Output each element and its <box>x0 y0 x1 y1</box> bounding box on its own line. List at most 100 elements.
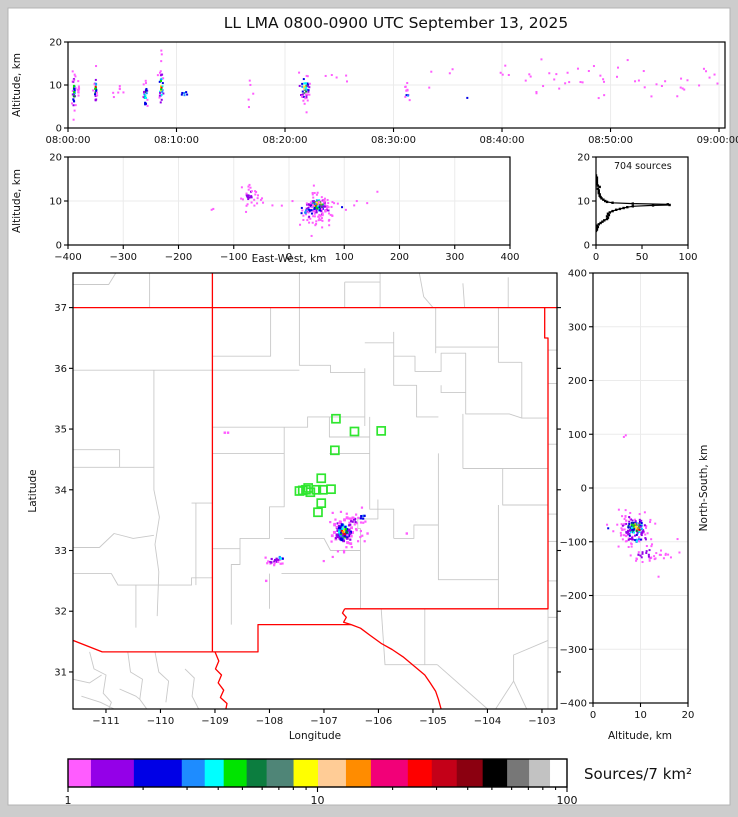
ew-source-point <box>241 198 244 201</box>
map-source-point <box>345 517 348 520</box>
county-boundary <box>502 468 548 506</box>
time-source-point <box>428 86 431 89</box>
map-source-point <box>279 557 282 560</box>
ew-source-point <box>328 224 331 227</box>
ew-source-point <box>321 212 324 215</box>
ns-ytick-label: 200 <box>568 376 587 387</box>
ns-source-point <box>635 559 638 562</box>
time-source-point <box>72 80 75 83</box>
map-xtick-label: −106 <box>365 716 392 727</box>
time-source-point <box>679 86 682 89</box>
map-source-point <box>330 540 333 543</box>
colorbar-tick-label: 1 <box>65 794 72 807</box>
ew-source-point <box>302 214 305 217</box>
ns-source-point <box>654 557 657 560</box>
ns-source-point <box>626 529 629 532</box>
ns-source-point <box>678 551 681 554</box>
ew-source-point <box>253 198 256 201</box>
ns-source-point <box>645 525 648 528</box>
hist-altitude-profile <box>596 175 670 232</box>
time-source-point <box>143 93 146 96</box>
time-xtick-label: 08:00:00 <box>46 135 91 146</box>
time-source-point <box>568 81 571 84</box>
map-source-point <box>334 518 337 521</box>
time-source-point <box>183 92 186 95</box>
ns-panel-ylabel: North-South, km <box>698 445 710 532</box>
ew-source-point <box>314 203 317 206</box>
ns-xtick-label: 10 <box>634 710 647 721</box>
map-source-point <box>359 517 362 520</box>
ew-source-point <box>317 201 320 204</box>
county-boundary <box>462 283 466 308</box>
ns-source-point <box>664 553 667 556</box>
map-panel-frame <box>72 272 558 710</box>
time-source-point <box>406 94 409 97</box>
ew-source-point <box>257 194 260 197</box>
county-boundary <box>89 651 112 709</box>
time-source-point <box>405 89 408 92</box>
time-source-point <box>698 84 701 87</box>
time-source-point <box>73 100 76 103</box>
ns-source-point <box>622 435 625 438</box>
ew-source-point <box>291 200 294 203</box>
ns-source-point <box>628 529 631 532</box>
time-source-point <box>112 91 115 94</box>
ew-source-point <box>313 212 316 215</box>
time-xtick-label: 08:30:00 <box>371 135 416 146</box>
time-source-point <box>643 86 646 89</box>
county-boundary <box>230 548 241 625</box>
time-source-point <box>159 90 162 93</box>
time-source-point <box>499 71 502 74</box>
ew-source-point <box>316 191 319 194</box>
ns-source-point <box>641 531 644 534</box>
ns-source-point <box>628 534 631 537</box>
ew-source-point <box>327 212 330 215</box>
time-source-point <box>430 70 433 73</box>
county-boundary <box>465 392 548 419</box>
ew-source-point <box>311 206 314 209</box>
ns-source-point <box>621 524 624 527</box>
ew-source-point <box>316 203 319 206</box>
county-boundary <box>369 416 395 539</box>
ns-source-point <box>624 540 627 543</box>
time-source-point <box>158 94 161 97</box>
map-source-point <box>335 534 339 537</box>
ew-source-point <box>315 204 318 207</box>
ew-source-point <box>310 205 313 208</box>
time-panel-ylabel: Altitude, km <box>11 53 23 117</box>
colorbar-block <box>293 759 319 787</box>
ns-source-point <box>628 532 631 535</box>
ew-source-point <box>314 201 317 204</box>
ew-source-point <box>308 221 311 224</box>
county-boundary <box>135 577 213 586</box>
time-source-point <box>249 83 252 86</box>
county-boundary <box>513 639 549 682</box>
ns-source-point <box>632 538 635 541</box>
ns-source-point <box>628 522 631 525</box>
time-source-point <box>94 87 97 90</box>
map-source-point <box>343 532 346 536</box>
ew-source-point <box>307 206 310 209</box>
map-source-point <box>366 532 369 535</box>
ew-source-point <box>313 206 316 209</box>
ns-source-point <box>644 538 647 541</box>
map-source-point <box>362 521 365 524</box>
ns-source-point <box>637 536 640 539</box>
time-source-point <box>466 96 469 99</box>
ns-source-point <box>637 551 640 554</box>
ew-source-point <box>308 215 311 218</box>
ew-source-point <box>305 202 308 205</box>
ns-source-point <box>633 527 636 530</box>
time-source-point <box>302 95 305 98</box>
ew-source-point <box>313 209 316 212</box>
map-source-point <box>363 514 366 517</box>
time-source-point <box>303 92 306 95</box>
time-source-point <box>330 74 333 77</box>
map-source-point <box>345 531 349 534</box>
colorbar-block <box>550 759 568 787</box>
map-source-point <box>336 529 340 532</box>
ew-source-point <box>212 207 215 210</box>
ns-source-point <box>638 518 641 521</box>
ns-source-point <box>619 534 622 537</box>
ns-source-point <box>636 531 639 534</box>
